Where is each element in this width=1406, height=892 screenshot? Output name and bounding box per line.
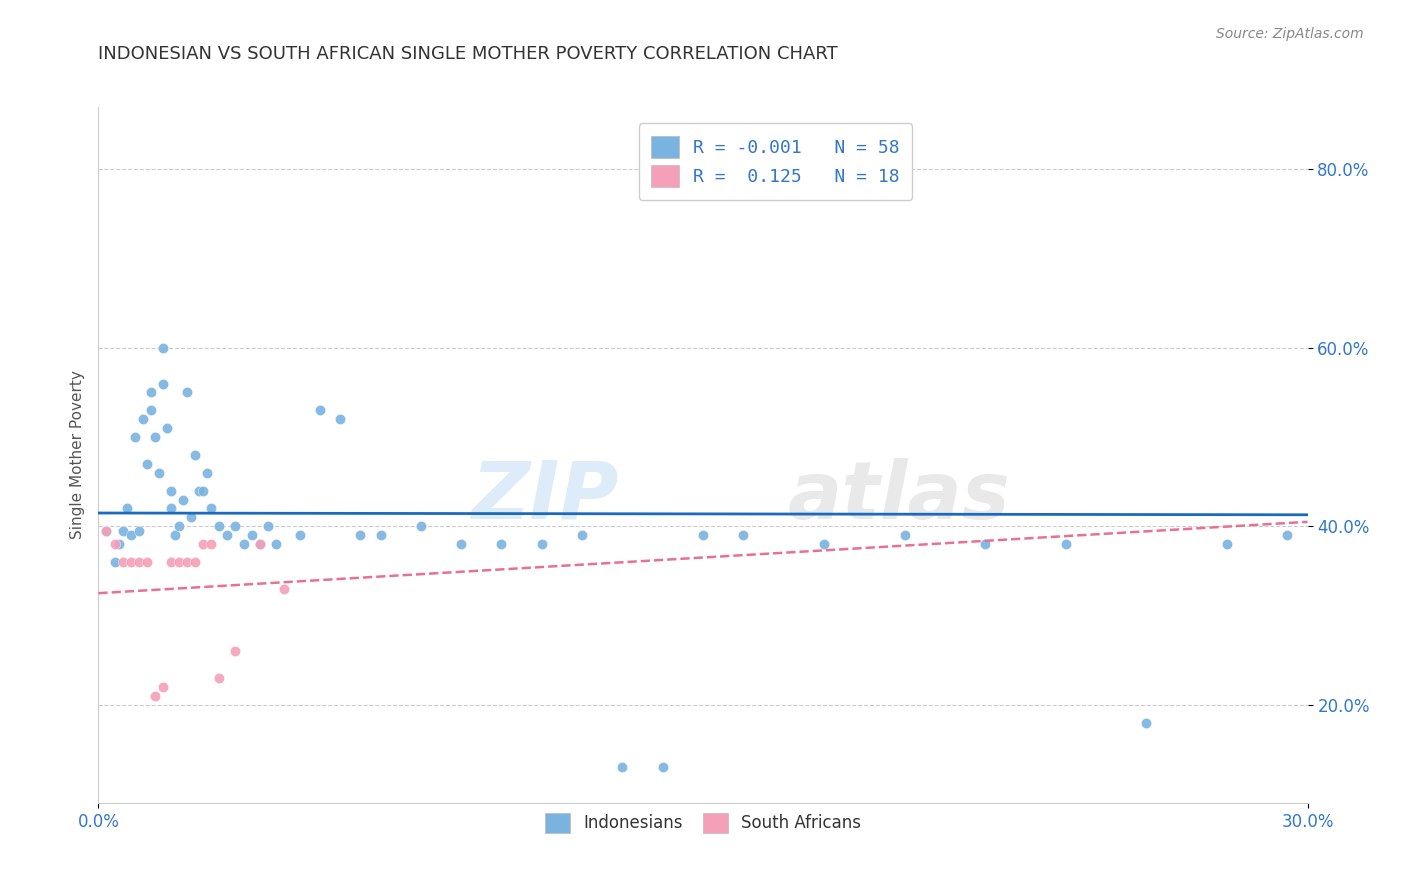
Point (184, 555, 207, 569)
Point (1135, 715, 1157, 730)
Point (288, 528, 311, 542)
Point (651, 760, 673, 774)
Text: ZIP: ZIP (471, 458, 619, 536)
Point (733, 528, 755, 542)
Point (450, 537, 472, 551)
Text: atlas: atlas (787, 458, 1011, 536)
Point (163, 528, 186, 542)
Point (813, 537, 835, 551)
Point (172, 492, 194, 507)
Point (309, 403, 332, 417)
Point (132, 412, 155, 426)
Legend: Indonesians, South Africans: Indonesians, South Africans (538, 806, 868, 839)
Point (188, 483, 211, 498)
Point (1216, 537, 1239, 551)
Point (115, 501, 138, 516)
Point (409, 519, 432, 533)
Point (217, 528, 239, 542)
Point (176, 555, 198, 569)
Point (96, 524, 118, 538)
Point (103, 537, 125, 551)
Point (120, 528, 142, 542)
Point (491, 537, 513, 551)
Point (349, 528, 371, 542)
Point (143, 689, 166, 703)
Point (692, 528, 714, 542)
Point (107, 537, 129, 551)
Point (135, 457, 157, 471)
Point (167, 555, 190, 569)
Point (1277, 528, 1299, 542)
Point (111, 524, 134, 538)
Point (124, 430, 146, 444)
Point (208, 519, 231, 533)
Point (143, 430, 166, 444)
Point (193, 537, 215, 551)
Point (571, 528, 593, 542)
Point (139, 385, 162, 400)
Point (370, 528, 392, 542)
Point (152, 680, 174, 694)
Point (160, 483, 183, 498)
Point (139, 403, 162, 417)
Point (273, 582, 295, 596)
Point (96, 524, 118, 538)
Point (224, 644, 246, 658)
Point (152, 376, 174, 391)
Point (193, 483, 215, 498)
Point (176, 385, 198, 400)
Point (249, 537, 271, 551)
Point (167, 519, 190, 533)
Point (264, 537, 287, 551)
Point (135, 555, 157, 569)
Point (128, 524, 150, 538)
Point (148, 466, 170, 480)
Point (156, 421, 179, 435)
Point (160, 501, 183, 516)
Point (240, 528, 263, 542)
Point (180, 510, 202, 524)
Point (103, 555, 125, 569)
Text: Source: ZipAtlas.com: Source: ZipAtlas.com (1216, 27, 1364, 41)
Point (208, 671, 231, 685)
Point (612, 760, 634, 774)
Point (195, 466, 218, 480)
Point (184, 448, 207, 462)
Point (974, 537, 997, 551)
Point (160, 555, 183, 569)
Point (1054, 537, 1077, 551)
Point (530, 537, 553, 551)
Point (256, 519, 278, 533)
Point (249, 537, 271, 551)
Point (329, 412, 352, 426)
Point (232, 537, 254, 551)
Point (224, 519, 246, 533)
Point (200, 537, 222, 551)
Text: INDONESIAN VS SOUTH AFRICAN SINGLE MOTHER POVERTY CORRELATION CHART: INDONESIAN VS SOUTH AFRICAN SINGLE MOTHE… (98, 45, 838, 62)
Point (120, 555, 142, 569)
Point (200, 501, 222, 516)
Point (128, 555, 150, 569)
Y-axis label: Single Mother Poverty: Single Mother Poverty (69, 370, 84, 540)
Point (152, 341, 174, 355)
Point (111, 555, 134, 569)
Point (893, 528, 915, 542)
